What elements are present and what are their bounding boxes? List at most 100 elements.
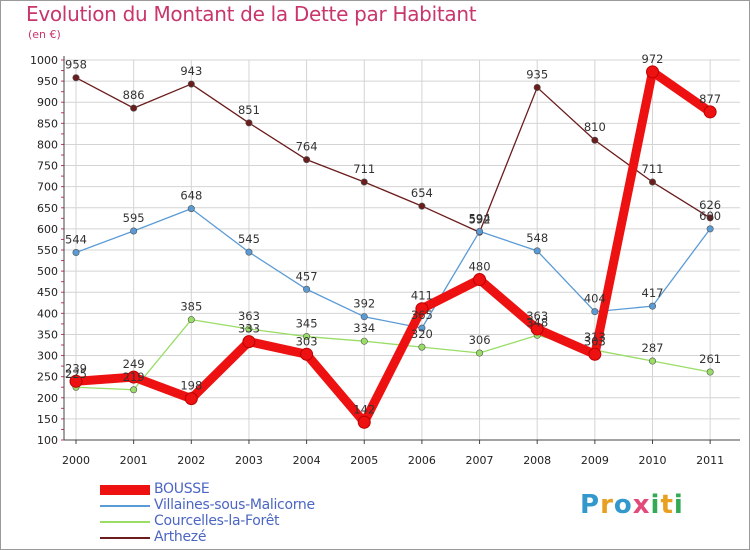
legend-label-courcelles: Courcelles-la-Forêt	[154, 513, 280, 529]
data-point-artheze	[303, 156, 311, 164]
data-point-bousse	[300, 347, 314, 361]
data-label-bousse: 363	[526, 309, 548, 323]
legend-item-villaines: Villaines-sous-Malicorne	[100, 497, 400, 514]
data-label-artheze: 886	[123, 88, 145, 102]
legend-item-artheze: Arthezé	[100, 529, 400, 546]
proxiti-logo: Proxiti	[580, 490, 684, 520]
data-point-bousse	[646, 65, 659, 79]
legend-swatch-artheze	[100, 537, 150, 539]
y-tick-label: 100	[37, 434, 58, 447]
legend-item-bousse: BOUSSE	[100, 481, 400, 498]
data-label-villaines: 365	[411, 308, 433, 322]
y-tick-label: 950	[37, 75, 58, 88]
data-point-bousse	[703, 105, 717, 119]
data-label-bousse: 142	[353, 402, 375, 416]
data-label-bousse: 239	[65, 361, 87, 375]
data-label-courcelles: 313	[584, 330, 606, 344]
data-point-artheze	[533, 83, 541, 91]
data-point-villaines	[418, 324, 426, 332]
data-label-courcelles: 385	[180, 300, 202, 314]
y-tick-label: 850	[37, 117, 58, 130]
legend-label-villaines: Villaines-sous-Malicorne	[154, 497, 315, 513]
data-point-villaines	[187, 205, 195, 213]
data-label-artheze: 711	[353, 162, 375, 176]
data-label-courcelles: 261	[699, 352, 721, 366]
y-tick-label: 450	[37, 286, 58, 299]
data-label-villaines: 600	[699, 209, 721, 223]
data-point-courcelles	[130, 386, 138, 394]
y-tick-label: 150	[37, 413, 58, 426]
y-tick-label: 650	[37, 202, 58, 215]
logo-letter: o	[613, 490, 633, 520]
y-tick-label: 400	[37, 307, 58, 320]
data-label-bousse: 480	[469, 260, 491, 274]
legend-label-artheze: Arthezé	[154, 529, 207, 545]
data-label-bousse: 303	[584, 334, 606, 348]
data-point-courcelles	[648, 357, 656, 365]
data-label-artheze: 958	[65, 58, 87, 72]
y-tick-label: 250	[37, 371, 58, 384]
logo-letter: x	[632, 490, 651, 520]
x-tick-label: 2006	[408, 454, 436, 467]
data-label-villaines: 417	[642, 286, 664, 300]
data-label-courcelles: 363	[238, 309, 260, 323]
x-tick-label: 2008	[523, 454, 551, 467]
legend-swatch-bousse	[100, 485, 150, 495]
data-label-bousse: 198	[180, 379, 202, 393]
data-point-bousse	[530, 322, 544, 336]
logo-letter: r	[600, 490, 614, 520]
data-label-bousse: 303	[296, 334, 318, 348]
data-label-artheze: 943	[180, 64, 202, 78]
logo-letter: i	[650, 490, 661, 520]
data-point-courcelles	[187, 316, 195, 324]
y-tick-label: 550	[37, 244, 58, 257]
data-label-villaines: 594	[469, 211, 491, 225]
logo-letter: i	[673, 490, 684, 520]
y-tick-label: 600	[37, 223, 58, 236]
data-point-artheze	[187, 80, 195, 88]
x-tick-label: 2000	[62, 454, 90, 467]
chart-title: Evolution du Montant de la Dette par Hab…	[26, 2, 477, 26]
y-tick-label: 200	[37, 392, 58, 405]
data-label-villaines: 404	[584, 292, 606, 306]
data-label-courcelles: 320	[411, 327, 433, 341]
data-label-courcelles: 348	[526, 315, 548, 329]
data-point-villaines	[648, 302, 656, 310]
legend-label-bousse: BOUSSE	[154, 481, 210, 497]
data-label-artheze: 626	[699, 198, 721, 212]
data-point-artheze	[72, 74, 80, 82]
data-point-courcelles	[245, 325, 253, 333]
data-label-villaines: 545	[238, 232, 260, 246]
data-point-artheze	[706, 214, 714, 222]
series-line-bousse	[71, 67, 715, 427]
y-tick-label: 800	[37, 138, 58, 151]
logo-letter: t	[660, 490, 674, 520]
data-point-bousse	[357, 415, 371, 429]
data-label-courcelles: 306	[469, 333, 491, 347]
data-label-villaines: 595	[123, 211, 145, 225]
x-tick-label: 2007	[466, 454, 494, 467]
x-tick-label: 2009	[581, 454, 609, 467]
legend-item-courcelles: Courcelles-la-Forêt	[100, 513, 400, 530]
data-point-bousse	[242, 335, 256, 349]
data-label-courcelles: 334	[353, 321, 375, 335]
data-point-artheze	[648, 178, 656, 186]
data-label-artheze: 654	[411, 186, 433, 200]
y-tick-label: 1000	[30, 54, 58, 67]
data-point-bousse	[69, 374, 83, 388]
y-tick-label: 300	[37, 350, 58, 363]
data-label-artheze: 592	[469, 212, 491, 226]
data-label-bousse: 877	[699, 92, 721, 106]
data-point-courcelles	[360, 337, 368, 345]
y-tick-label: 700	[37, 181, 58, 194]
data-label-artheze: 810	[584, 120, 606, 134]
legend-swatch-villaines	[100, 505, 150, 507]
legend: BOUSSE Villaines-sous-Malicorne Courcell…	[100, 481, 400, 546]
logo-letter: P	[580, 490, 601, 520]
data-label-villaines: 457	[296, 269, 318, 283]
data-label-bousse: 333	[238, 322, 260, 336]
data-point-bousse	[473, 273, 487, 287]
chart-subtitle: (en €)	[28, 28, 61, 41]
data-point-villaines	[303, 285, 311, 293]
